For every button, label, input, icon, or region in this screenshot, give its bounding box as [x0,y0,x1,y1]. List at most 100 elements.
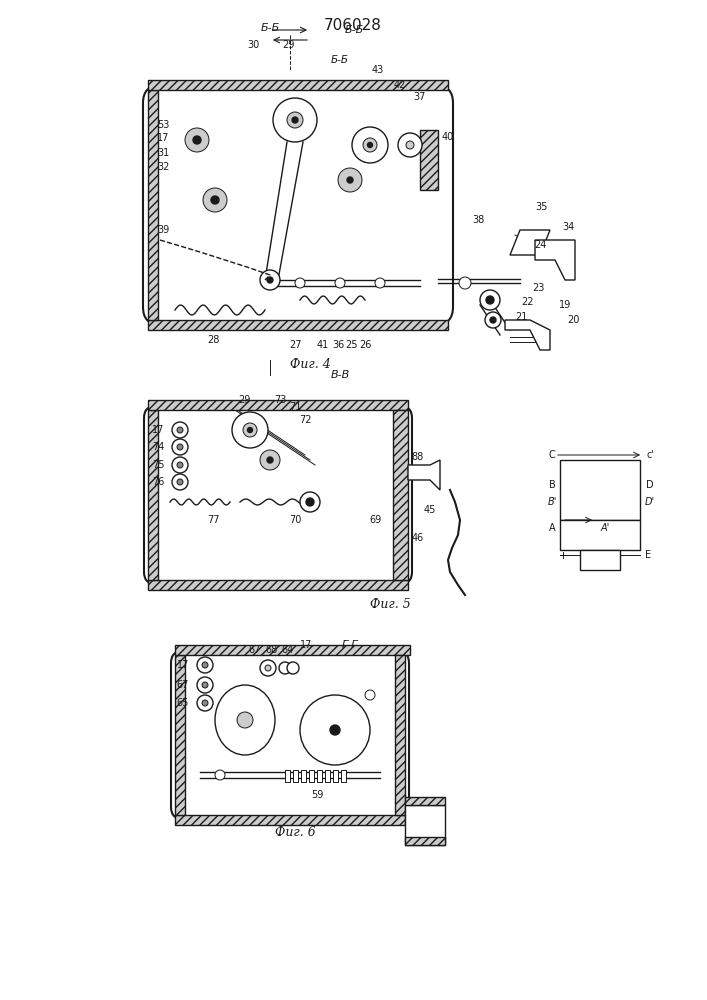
Bar [395,655,405,815]
Bar [405,805,445,845]
Bar [293,770,298,782]
Text: 31: 31 [157,148,169,158]
Circle shape [347,177,353,183]
Circle shape [287,662,299,674]
Circle shape [363,138,377,152]
Text: 28: 28 [207,335,219,345]
Text: 64: 64 [282,645,294,655]
Circle shape [215,770,225,780]
Text: 74: 74 [152,442,164,452]
Text: 36: 36 [332,340,344,350]
Text: 38: 38 [472,215,484,225]
Text: C: C [549,450,556,460]
Circle shape [338,168,362,192]
Text: 42: 42 [394,80,407,90]
Circle shape [172,457,188,473]
Bar [405,797,445,805]
Circle shape [177,462,183,468]
Circle shape [197,657,213,673]
Text: 17: 17 [177,660,189,670]
Circle shape [197,677,213,693]
Text: 76: 76 [152,477,164,487]
Circle shape [247,428,252,432]
Bar [333,770,338,782]
Text: c': c' [646,450,654,460]
Text: 65: 65 [177,698,189,708]
Circle shape [202,682,208,688]
Text: 88: 88 [412,452,424,462]
Circle shape [330,725,340,735]
Text: 29: 29 [282,40,294,50]
Bar [148,580,408,590]
Text: 67: 67 [177,680,189,690]
Circle shape [486,296,494,304]
FancyBboxPatch shape [144,406,412,584]
Polygon shape [505,320,550,350]
Text: 72: 72 [299,415,311,425]
Circle shape [459,277,471,289]
Text: E: E [645,550,651,560]
Circle shape [260,660,276,676]
Ellipse shape [215,685,275,755]
Text: 20: 20 [567,315,579,325]
Circle shape [172,422,188,438]
Bar [148,410,158,580]
Circle shape [480,290,500,310]
Circle shape [260,270,280,290]
Bar [393,410,408,580]
Text: 25: 25 [346,340,358,350]
Text: Фиг. 4: Фиг. 4 [290,359,330,371]
Text: 77: 77 [206,515,219,525]
Bar [175,645,410,655]
Text: 37: 37 [414,92,426,102]
Text: 46: 46 [412,533,424,543]
Bar [148,90,158,320]
Bar [420,130,438,190]
Bar [301,770,306,782]
Text: 24: 24 [534,240,547,250]
Text: 67: 67 [249,645,261,655]
Text: В-В: В-В [330,370,350,380]
Text: 19: 19 [559,300,571,310]
Bar [148,400,408,410]
FancyBboxPatch shape [171,651,409,819]
Circle shape [202,662,208,668]
Circle shape [406,141,414,149]
Text: 70: 70 [289,515,301,525]
Circle shape [352,127,388,163]
Text: 22: 22 [521,297,533,307]
Circle shape [375,278,385,288]
Text: 706028: 706028 [324,17,382,32]
Text: 30: 30 [247,40,259,50]
Text: Б-Б: Б-Б [260,23,280,33]
Circle shape [267,277,273,283]
Text: 34: 34 [562,222,574,232]
Circle shape [232,412,268,448]
Text: 32: 32 [157,162,169,172]
Bar [285,770,290,782]
Circle shape [300,492,320,512]
Text: D': D' [645,497,655,507]
Circle shape [365,690,375,700]
Circle shape [398,133,422,157]
Bar [405,837,445,845]
Text: 40: 40 [442,132,454,142]
Polygon shape [408,460,440,490]
Text: Б-Б: Б-Б [344,25,363,35]
Text: 53: 53 [157,120,169,130]
Polygon shape [510,230,550,255]
Text: B: B [549,480,556,490]
Text: 43: 43 [372,65,384,75]
Circle shape [172,439,188,455]
Circle shape [193,136,201,144]
Circle shape [203,188,227,212]
FancyBboxPatch shape [143,85,453,325]
Bar [148,320,448,330]
Text: Фиг. 6: Фиг. 6 [274,826,315,838]
Circle shape [177,444,183,450]
Bar [341,770,346,782]
Circle shape [279,662,291,674]
Text: 68: 68 [266,645,278,655]
Circle shape [292,117,298,123]
Text: 23: 23 [532,283,544,293]
